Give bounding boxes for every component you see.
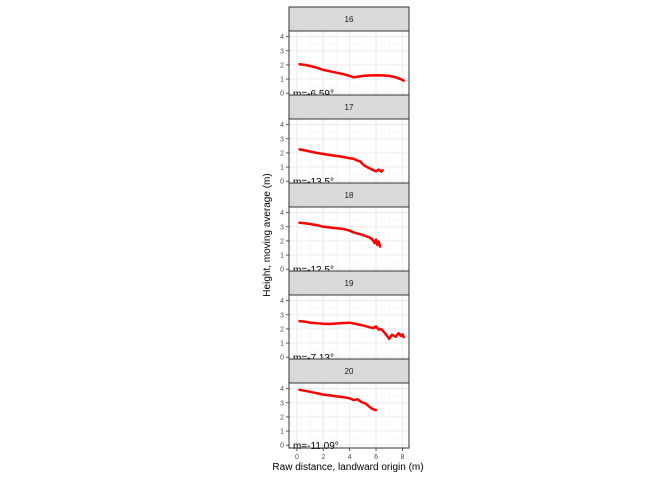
y-tick-label: 4 — [280, 386, 284, 393]
facet-strip-label: 20 — [345, 367, 354, 376]
y-tick-label: 2 — [280, 62, 284, 69]
y-tick-label: 4 — [280, 34, 284, 41]
x-tick-label: 2 — [321, 454, 325, 461]
series-line — [298, 388, 378, 412]
x-tick-label: 4 — [348, 454, 352, 461]
series-line — [298, 319, 405, 341]
facet-panel: 1901234m=-7.13° — [280, 270, 410, 364]
y-tick-label: 0 — [280, 179, 284, 186]
y-tick-label: 0 — [280, 443, 284, 450]
y-tick-label: 3 — [280, 312, 284, 319]
y-tick-label: 3 — [280, 48, 284, 55]
y-tick-label: 3 — [280, 136, 284, 143]
facet-panel: 1701234m=-13.5° — [280, 94, 410, 188]
x-tick-label: 6 — [374, 454, 378, 461]
y-tick-label: 2 — [280, 150, 284, 157]
x-axis: 0 2 4 6 8 — [295, 448, 404, 461]
x-tick-label: 0 — [295, 454, 299, 461]
facet-strip — [288, 182, 410, 208]
y-tick-label: 2 — [280, 238, 284, 245]
facet-panel: 1801234m=-12.5° — [280, 182, 410, 276]
series-line — [298, 62, 405, 82]
y-tick-label: 1 — [280, 429, 284, 436]
facet-strip — [288, 94, 410, 120]
slope-annotation: m=-11.09° — [293, 441, 339, 452]
facet-panel: 20 0 1 2 3 4 m=-11.09° — [280, 358, 410, 452]
panel-border — [288, 382, 410, 449]
y-tick-label: 4 — [280, 210, 284, 217]
y-tick-label: 3 — [280, 224, 284, 231]
y-tick-label: 0 — [280, 267, 284, 274]
series-line — [298, 221, 382, 248]
y-tick-label: 1 — [280, 253, 284, 260]
facet-strip-label: 19 — [345, 279, 354, 288]
facet-strip-label: 18 — [345, 191, 354, 200]
facet-strip — [288, 358, 410, 384]
series-line — [298, 148, 384, 173]
y-tick-label: 0 — [280, 91, 284, 98]
y-tick-label: 0 — [280, 355, 284, 362]
y-tick-label: 1 — [280, 77, 284, 84]
x-tick-label: 8 — [400, 454, 404, 461]
y-tick-label: 2 — [280, 326, 284, 333]
facet-strip — [288, 6, 410, 32]
facet-strip-label: 17 — [345, 103, 354, 112]
y-tick-label: 1 — [280, 341, 284, 348]
y-tick-label: 3 — [280, 400, 284, 407]
facet-panel: 1601234m=-6.59° — [280, 6, 410, 100]
panels: 1601234m=-6.59°1701234m=-13.5°1801234m=-… — [280, 6, 410, 452]
y-tick-label: 4 — [280, 298, 284, 305]
facet-strip-label: 16 — [345, 15, 354, 24]
facet-strip — [288, 270, 410, 296]
y-tick-label: 4 — [280, 122, 284, 129]
x-axis-title: Raw distance, landward origin (m) — [272, 462, 423, 473]
y-tick-label: 2 — [280, 414, 284, 421]
y-tick-label: 1 — [280, 165, 284, 172]
y-axis-title: Height, moving average (m) — [262, 173, 273, 296]
